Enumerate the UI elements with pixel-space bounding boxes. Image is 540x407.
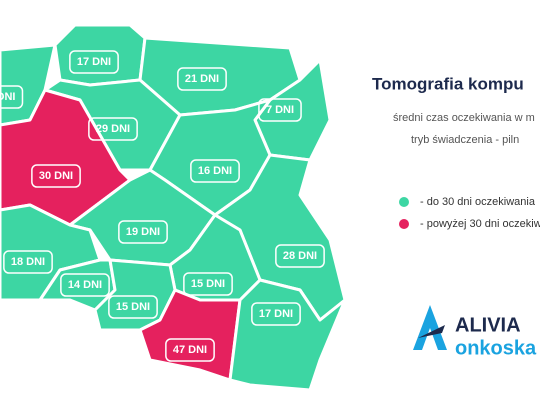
region-label: 30 DNI bbox=[39, 170, 73, 182]
subtitle: tryb świadczenia - piln bbox=[411, 134, 519, 146]
map: DNI 17 DNI 21 DNI 7 DNI 29 DNI 30 DNI 16 DNI 19… bbox=[0, 23, 347, 392]
logo-name: ALIVIA bbox=[455, 314, 521, 336]
label-box bbox=[69, 50, 119, 74]
region-label: 16 DNI bbox=[198, 165, 232, 177]
region bbox=[228, 278, 347, 392]
label-box bbox=[108, 295, 158, 319]
label-box bbox=[177, 67, 227, 91]
label-box bbox=[0, 85, 24, 109]
label-box bbox=[183, 272, 233, 296]
region-label: 47 DNI bbox=[173, 344, 207, 356]
label-box bbox=[60, 273, 110, 297]
region-label: 21 DNI bbox=[185, 73, 219, 85]
label-box bbox=[3, 250, 53, 274]
region-label: 15 DNI bbox=[191, 278, 225, 290]
label-box bbox=[275, 244, 325, 268]
label-box bbox=[31, 164, 81, 188]
region-label: 18 DNI bbox=[11, 256, 45, 268]
region-label: DNI bbox=[0, 91, 15, 103]
region-label: 17 DNI bbox=[77, 56, 111, 68]
logo-icon bbox=[413, 305, 447, 350]
legend-dot bbox=[399, 219, 409, 229]
region-label: 7 DNI bbox=[266, 104, 294, 116]
subtitle: średni czas oczekiwania w m bbox=[393, 112, 535, 124]
label-box bbox=[258, 98, 302, 122]
legend-label: - do 30 dni oczekiwania bbox=[420, 196, 536, 208]
label-box bbox=[190, 159, 240, 183]
logo-icon bbox=[418, 325, 445, 338]
label-box bbox=[165, 338, 215, 362]
legend-dot bbox=[399, 197, 409, 207]
legend: - do 30 dni oczekiwania - powyżej 30 dni … bbox=[399, 196, 540, 230]
label-box bbox=[118, 220, 168, 244]
region-label: 14 DNI bbox=[68, 279, 102, 291]
region-label: 28 DNI bbox=[283, 250, 317, 262]
region-label: 17 DNI bbox=[259, 308, 293, 320]
label-box bbox=[251, 302, 301, 326]
title: Tomografia kompu bbox=[372, 74, 524, 93]
logo-sub: onkoska bbox=[455, 337, 537, 359]
label-box bbox=[88, 117, 138, 141]
region-label: 19 DNI bbox=[126, 226, 160, 238]
region-label: 29 DNI bbox=[96, 123, 130, 135]
legend-label: - powyżej 30 dni oczekiw bbox=[420, 218, 540, 230]
logo: ALIVIA onkoska bbox=[413, 305, 537, 359]
region-label: 15 DNI bbox=[116, 301, 150, 313]
